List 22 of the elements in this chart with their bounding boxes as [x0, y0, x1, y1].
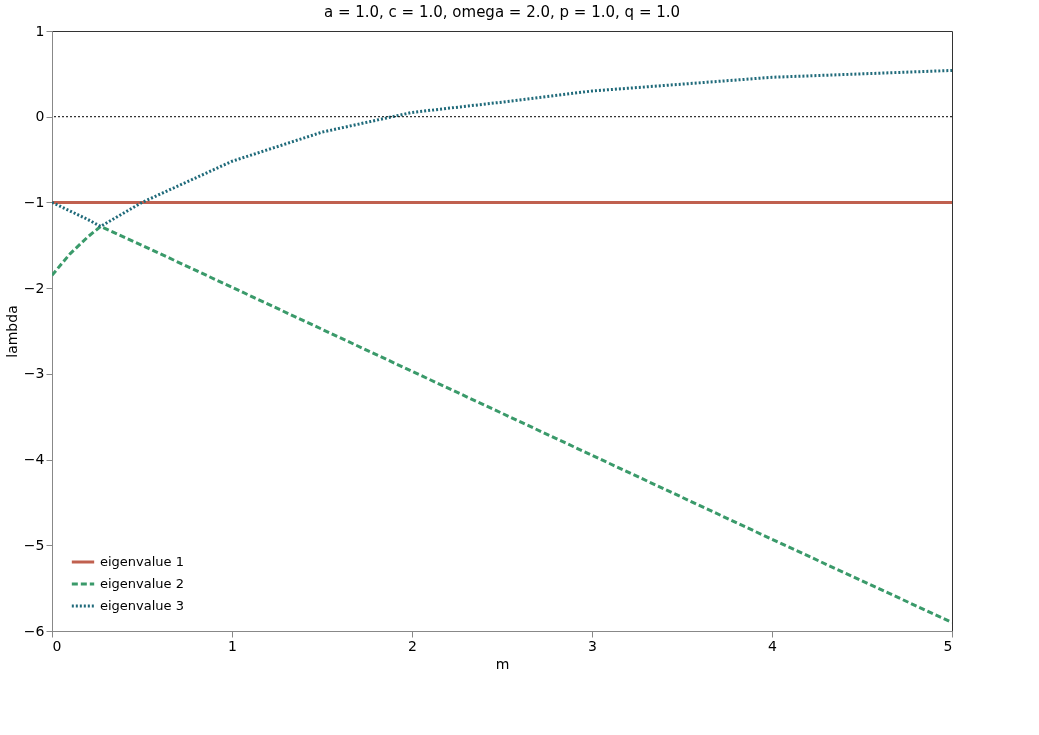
y-tick-label: 1 — [35, 22, 45, 39]
legend-label: eigenvalue 2 — [100, 576, 185, 591]
x-tick-label: 2 — [408, 637, 417, 654]
legend-label: eigenvalue 3 — [100, 598, 185, 613]
y-tick-label: −2 — [23, 279, 45, 296]
x-tick-label: 4 — [768, 637, 778, 654]
x-tick-label: 0 — [52, 637, 62, 654]
y-axis-title: lambda — [3, 305, 20, 358]
chart-title: a = 1.0, c = 1.0, omega = 2.0, p = 1.0, q = 1.0 — [323, 3, 681, 21]
x-tick-label: 1 — [228, 637, 237, 654]
x-axis-title: m — [495, 655, 510, 672]
x-tick-label: 3 — [588, 637, 597, 654]
line-series — [52, 68, 952, 228]
y-tick-label: 0 — [35, 108, 45, 125]
y-tick-label: −3 — [23, 365, 45, 382]
y-tick-label: −4 — [23, 451, 45, 468]
y-tick-label: −1 — [23, 193, 45, 210]
legend-label: eigenvalue 1 — [100, 554, 185, 569]
x-tick-label: 5 — [943, 637, 953, 654]
y-tick-label: −5 — [23, 536, 45, 553]
line-series — [52, 224, 952, 624]
y-tick-label: −6 — [23, 622, 45, 639]
